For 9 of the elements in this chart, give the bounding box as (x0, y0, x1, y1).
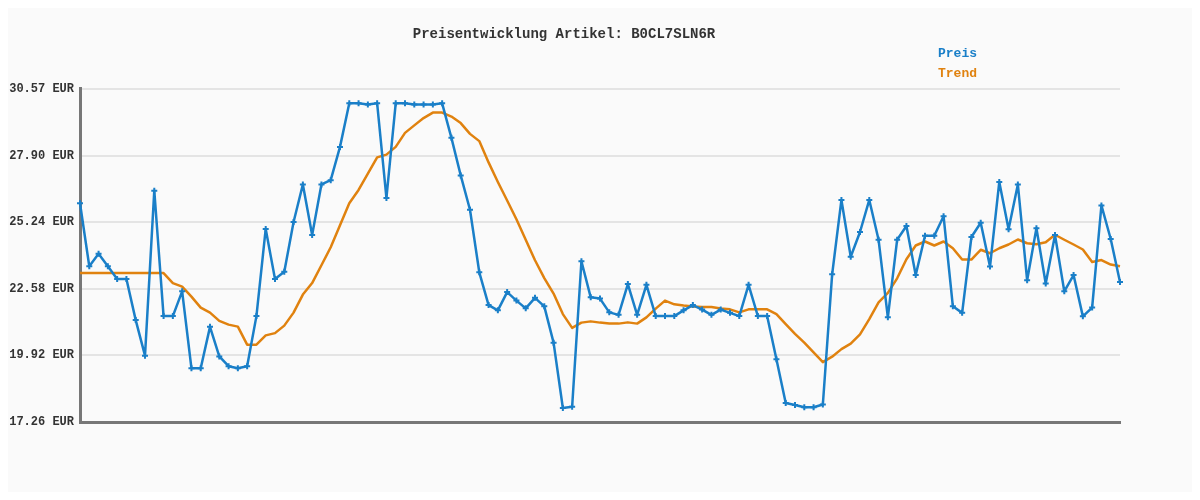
y-tick-label: 27.90 EUR (9, 148, 75, 163)
text: Trend (938, 65, 978, 83)
y-tick-label: 25.24 EUR (9, 215, 75, 230)
text: Preis (938, 45, 978, 63)
y-tick-label: 19.92 EUR (9, 348, 75, 363)
y-tick-label: 22.58 EUR (9, 281, 75, 296)
y-tick-label: 17.26 EUR (9, 415, 75, 430)
chart-title: Preisentwicklung Artikel: B0CL7SLN6R (412, 25, 716, 42)
y-tick-label: 30.57 EUR (9, 81, 75, 96)
